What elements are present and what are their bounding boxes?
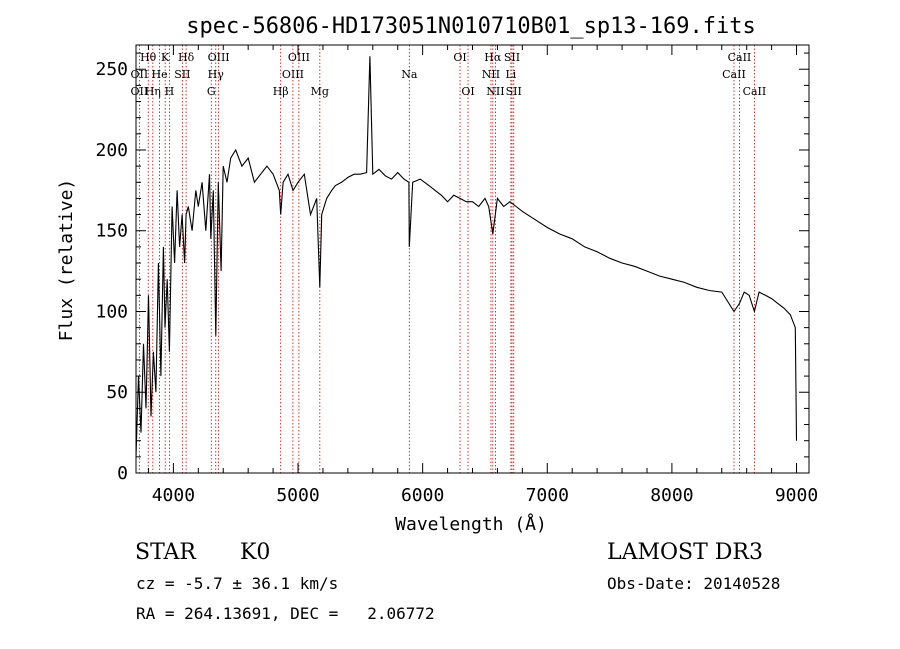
- survey-name: LAMOST DR3: [607, 540, 763, 565]
- marker-label-14: OIII: [282, 68, 304, 81]
- marker-label-26: CaII: [722, 68, 746, 81]
- x-tick-label-5000: 5000: [276, 485, 319, 506]
- x-tick-label-6000: 6000: [401, 485, 444, 506]
- x-tick-label-8000: 8000: [650, 485, 693, 506]
- marker-label-21: NII: [486, 85, 504, 98]
- marker-label-0: Hθ: [140, 51, 157, 64]
- marker-label-17: OI: [453, 51, 466, 64]
- marker-label-6: H: [165, 85, 175, 98]
- x-tick-label-7000: 7000: [526, 485, 569, 506]
- marker-label-11: G: [207, 85, 216, 98]
- marker-label-7: SII: [174, 68, 190, 81]
- marker-label-18: OI: [461, 85, 474, 98]
- y-axis-label: Flux (relative): [56, 179, 77, 342]
- marker-label-15: Mg: [311, 85, 329, 98]
- plot-frame: [135, 44, 810, 474]
- marker-label-4: He: [152, 68, 168, 81]
- marker-label-27: CaII: [743, 85, 767, 98]
- y-tick-label-50: 50: [106, 382, 128, 403]
- marker-label-1: OII: [131, 68, 149, 81]
- marker-label-24: SII: [506, 85, 522, 98]
- x-tick-label-4000: 4000: [152, 485, 195, 506]
- y-tick-label-250: 250: [95, 59, 128, 80]
- marker-label-25: CaII: [728, 51, 752, 64]
- observation-date: Obs-Date: 20140528: [607, 574, 781, 593]
- marker-label-19: Hα: [484, 51, 502, 64]
- marker-label-12: Hβ: [273, 85, 289, 98]
- line-markers: [138, 45, 755, 473]
- y-tick-label-0: 0: [117, 463, 128, 484]
- marker-label-2: OII: [131, 85, 149, 98]
- marker-label-13: OIII: [288, 51, 310, 64]
- marker-label-22: SII: [504, 51, 520, 64]
- marker-label-10: Hγ: [208, 68, 225, 81]
- spectral-subclass: K0: [240, 540, 271, 565]
- y-tick-label-200: 200: [95, 140, 128, 161]
- marker-label-8: Hδ: [178, 51, 195, 64]
- object-class: STAR: [135, 540, 196, 565]
- y-tick-label-100: 100: [95, 301, 128, 322]
- marker-label-5: K: [161, 51, 170, 64]
- axis-ticks: 4000 5000 6000 7000 8000 9000 0 50 100 150 200 250: [95, 45, 818, 506]
- redshift-value: cz = -5.7 ± 36.1 km/s: [136, 574, 339, 593]
- x-axis-label: Wavelength (Å): [395, 513, 547, 535]
- x-tick-label-9000: 9000: [775, 485, 818, 506]
- spectrum-line: [135, 56, 798, 457]
- coordinates: RA = 264.13691, DEC = 2.06772: [136, 604, 435, 623]
- marker-label-3: Hη: [145, 85, 161, 98]
- marker-label-9: OIII: [208, 51, 230, 64]
- marker-label-23: Li: [505, 68, 516, 81]
- marker-label-20: NII: [482, 68, 500, 81]
- marker-label-16: Na: [401, 68, 418, 81]
- y-tick-label-150: 150: [95, 221, 128, 242]
- chart-title: spec-56806-HD173051N010710B01_sp13-169.f…: [186, 14, 756, 39]
